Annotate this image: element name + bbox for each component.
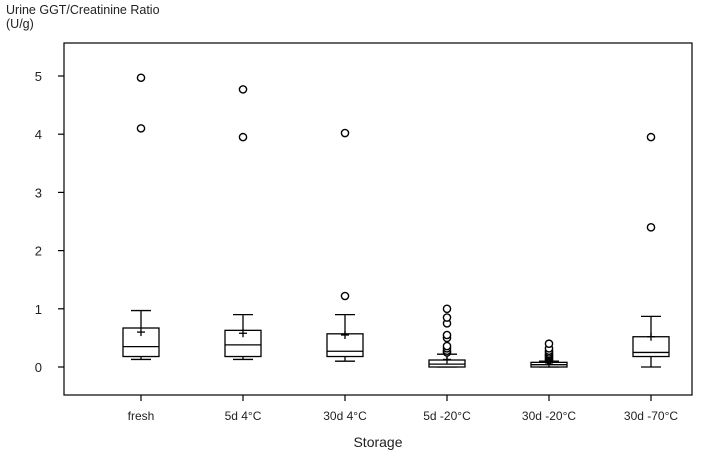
outlier-point: [340, 128, 350, 138]
x-tick-label: 30d 4°C: [323, 409, 367, 423]
outlier-point: [442, 330, 452, 340]
x-tick-label: 5d 4°C: [225, 409, 262, 423]
box-group: [326, 128, 364, 362]
x-tick-label: 30d -20°C: [522, 409, 576, 423]
boxes-layer: [122, 73, 670, 368]
outlier-point: [442, 304, 452, 314]
outlier-point: [238, 85, 248, 94]
outlier-point: [340, 291, 350, 301]
y-tick-label: 0: [35, 360, 42, 375]
box-group: [530, 339, 568, 368]
y-axis-label-line-1: Urine GGT/Creatinine Ratio: [6, 3, 160, 17]
x-tick-label: 30d -70°C: [624, 409, 678, 423]
outlier-point: [442, 341, 452, 351]
box-group: [632, 132, 670, 368]
outlier-point: [238, 132, 248, 142]
outlier-point: [646, 223, 656, 232]
outlier-point: [136, 73, 146, 83]
outlier-point: [544, 339, 554, 349]
y-axis-label-line-2: (U/g): [6, 17, 34, 31]
x-axis-label: Storage: [353, 434, 402, 450]
y-tick-label: 5: [35, 69, 42, 84]
y-tick-label: 3: [35, 185, 42, 200]
outlier-point: [646, 132, 656, 142]
y-tick-label: 2: [35, 244, 42, 259]
box-group: [428, 304, 466, 368]
box-group: [122, 73, 160, 361]
box-group: [224, 85, 262, 361]
y-axis: 0 1 2 3 4 5: [35, 69, 64, 375]
y-tick-label: 4: [35, 127, 42, 142]
outlier-point: [442, 313, 452, 322]
x-axis: fresh 5d 4°C 30d 4°C 5d -20°C 30d -20°C 30d -…: [128, 395, 678, 423]
x-tick-label: fresh: [128, 409, 155, 423]
x-tick-label: 5d -20°C: [423, 409, 471, 423]
outlier-point: [136, 124, 146, 133]
y-tick-label: 1: [35, 302, 42, 317]
plot-frame: [63, 42, 693, 396]
